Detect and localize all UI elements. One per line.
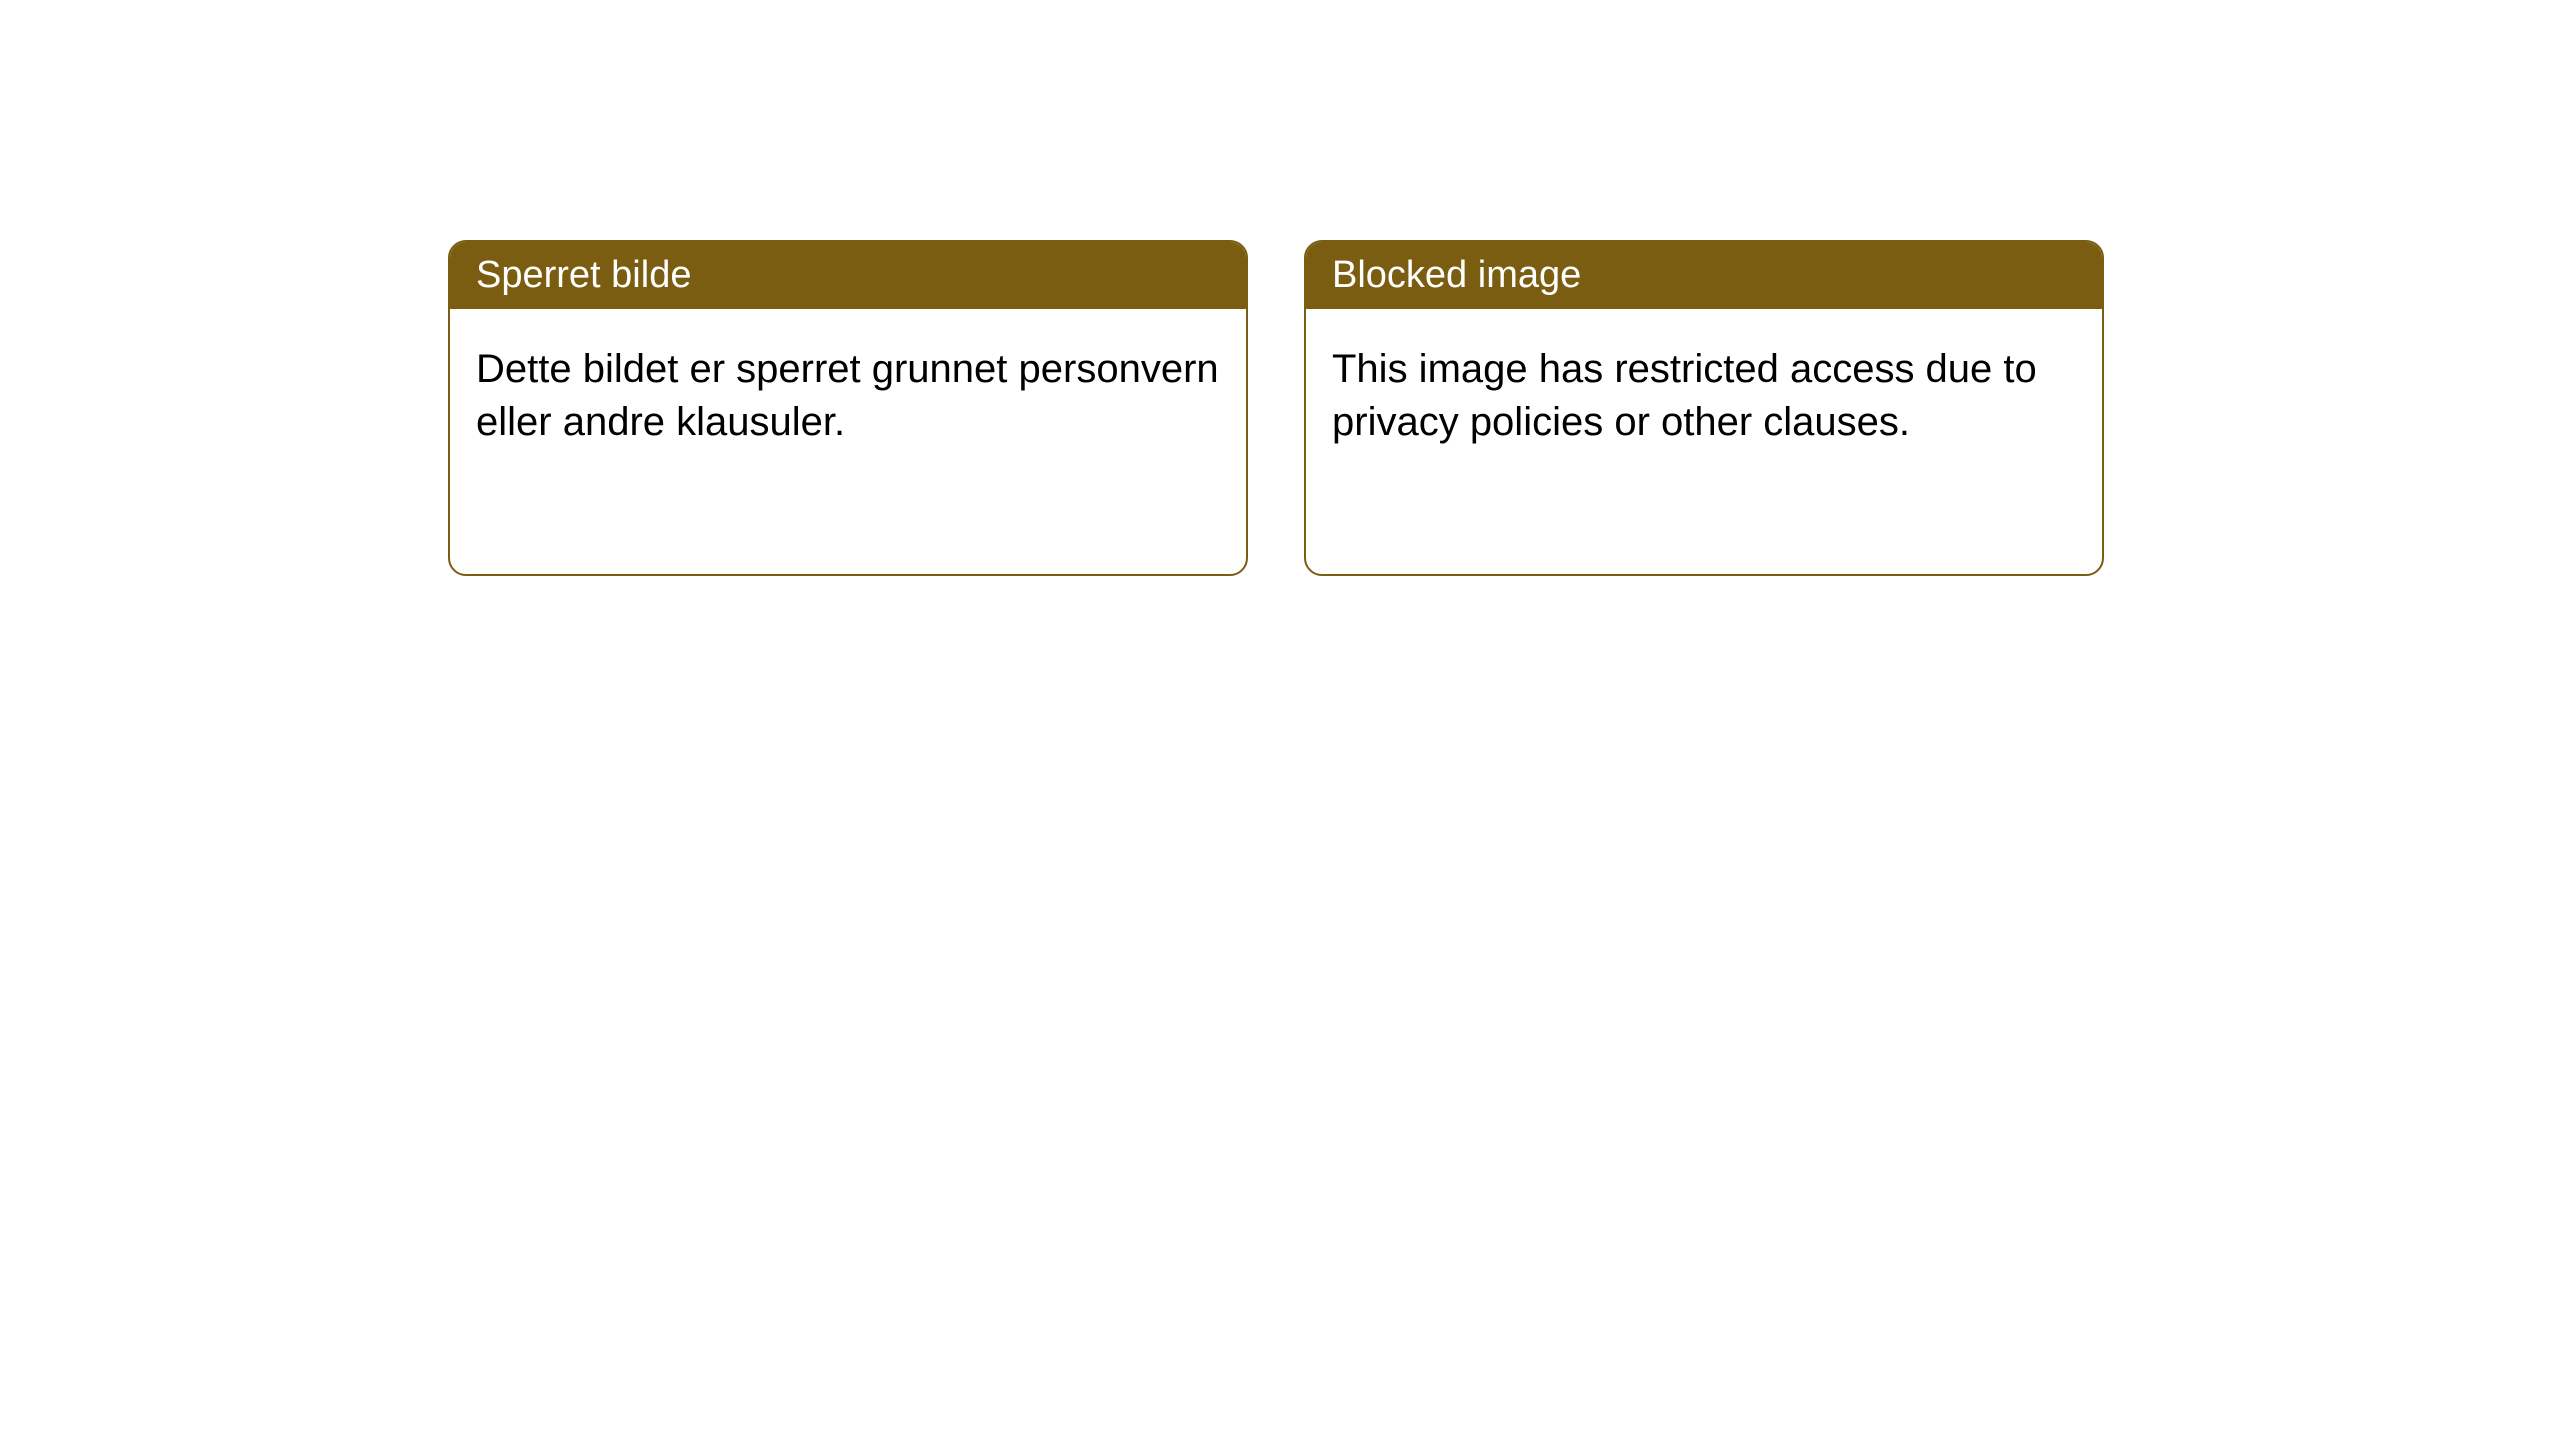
notice-header: Sperret bilde [450, 242, 1246, 309]
notice-body: This image has restricted access due to … [1306, 309, 2102, 483]
notice-card-english: Blocked image This image has restricted … [1304, 240, 2104, 576]
notice-cards-container: Sperret bilde Dette bildet er sperret gr… [448, 240, 2104, 576]
notice-header: Blocked image [1306, 242, 2102, 309]
notice-body: Dette bildet er sperret grunnet personve… [450, 309, 1246, 483]
notice-card-norwegian: Sperret bilde Dette bildet er sperret gr… [448, 240, 1248, 576]
